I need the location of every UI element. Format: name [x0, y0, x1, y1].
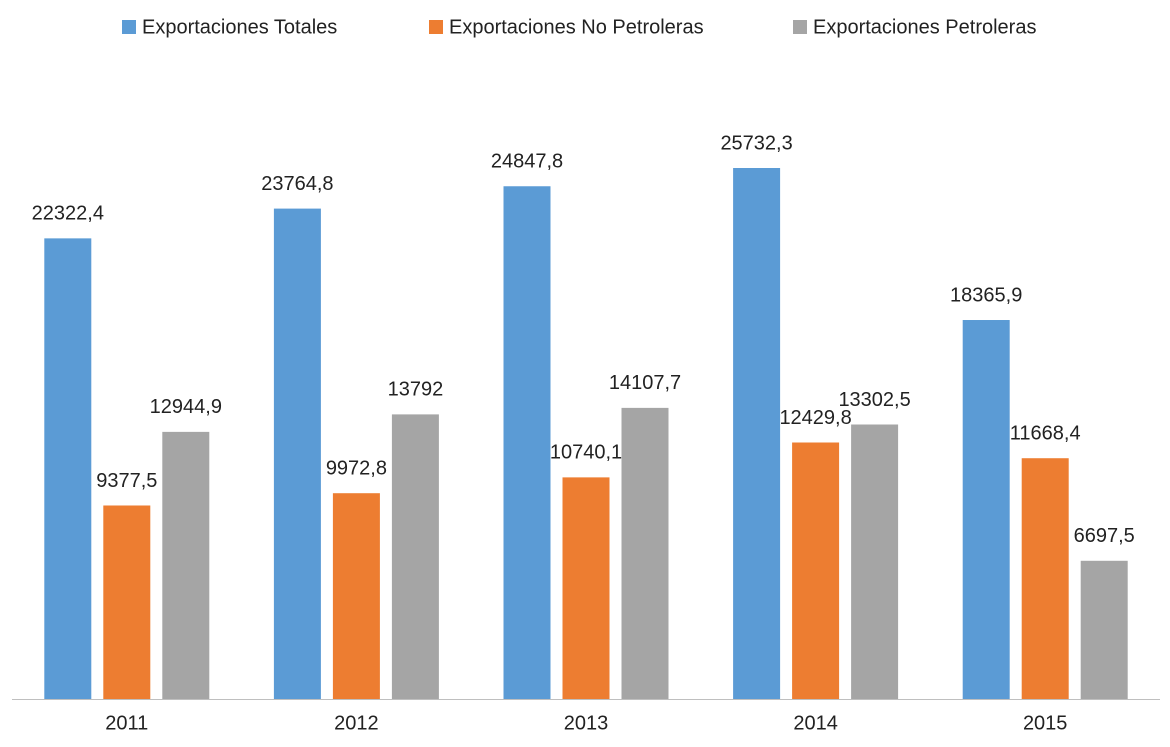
x-tick-label: 2011: [105, 712, 148, 734]
bar: [962, 320, 1010, 699]
data-label: 12429,8: [779, 407, 851, 429]
bar: [503, 186, 551, 699]
data-label: 25732,3: [720, 132, 792, 154]
legend-label: Exportaciones No Petroleras: [449, 16, 704, 38]
x-tick-label: 2012: [334, 712, 379, 734]
data-label: 13792: [388, 379, 444, 401]
bar: [332, 493, 380, 699]
bar: [162, 431, 210, 699]
bar: [1080, 560, 1128, 699]
data-label: 18365,9: [950, 284, 1022, 306]
x-tick-label: 2015: [1023, 712, 1068, 734]
bar: [621, 407, 669, 699]
bar: [103, 505, 151, 699]
data-label: 12944,9: [150, 396, 222, 418]
legend-swatch: [429, 20, 443, 34]
data-label: 14107,7: [609, 372, 681, 394]
bar: [562, 477, 610, 699]
bar: [391, 414, 439, 699]
legend-label: Exportaciones Petroleras: [813, 16, 1036, 38]
bar: [792, 442, 840, 699]
legend-swatch: [122, 20, 136, 34]
data-label: 9377,5: [96, 470, 157, 492]
legend-swatch: [793, 20, 807, 34]
data-label: 22322,4: [32, 203, 104, 225]
data-label: 13302,5: [838, 389, 910, 411]
bar: [851, 424, 899, 699]
data-label: 23764,8: [261, 173, 333, 195]
data-label: 9972,8: [326, 457, 387, 479]
x-tick-label: 2013: [564, 712, 609, 734]
bar: [1021, 458, 1069, 699]
data-label: 24847,8: [491, 151, 563, 173]
x-tick-label: 2014: [793, 712, 838, 734]
data-label: 11668,4: [1010, 422, 1081, 444]
data-label: 6697,5: [1074, 525, 1135, 547]
data-label: 10740,1: [550, 442, 622, 464]
legend-label: Exportaciones Totales: [142, 16, 337, 38]
bar: [44, 238, 92, 699]
bar: [273, 208, 321, 699]
bar: [733, 168, 781, 699]
